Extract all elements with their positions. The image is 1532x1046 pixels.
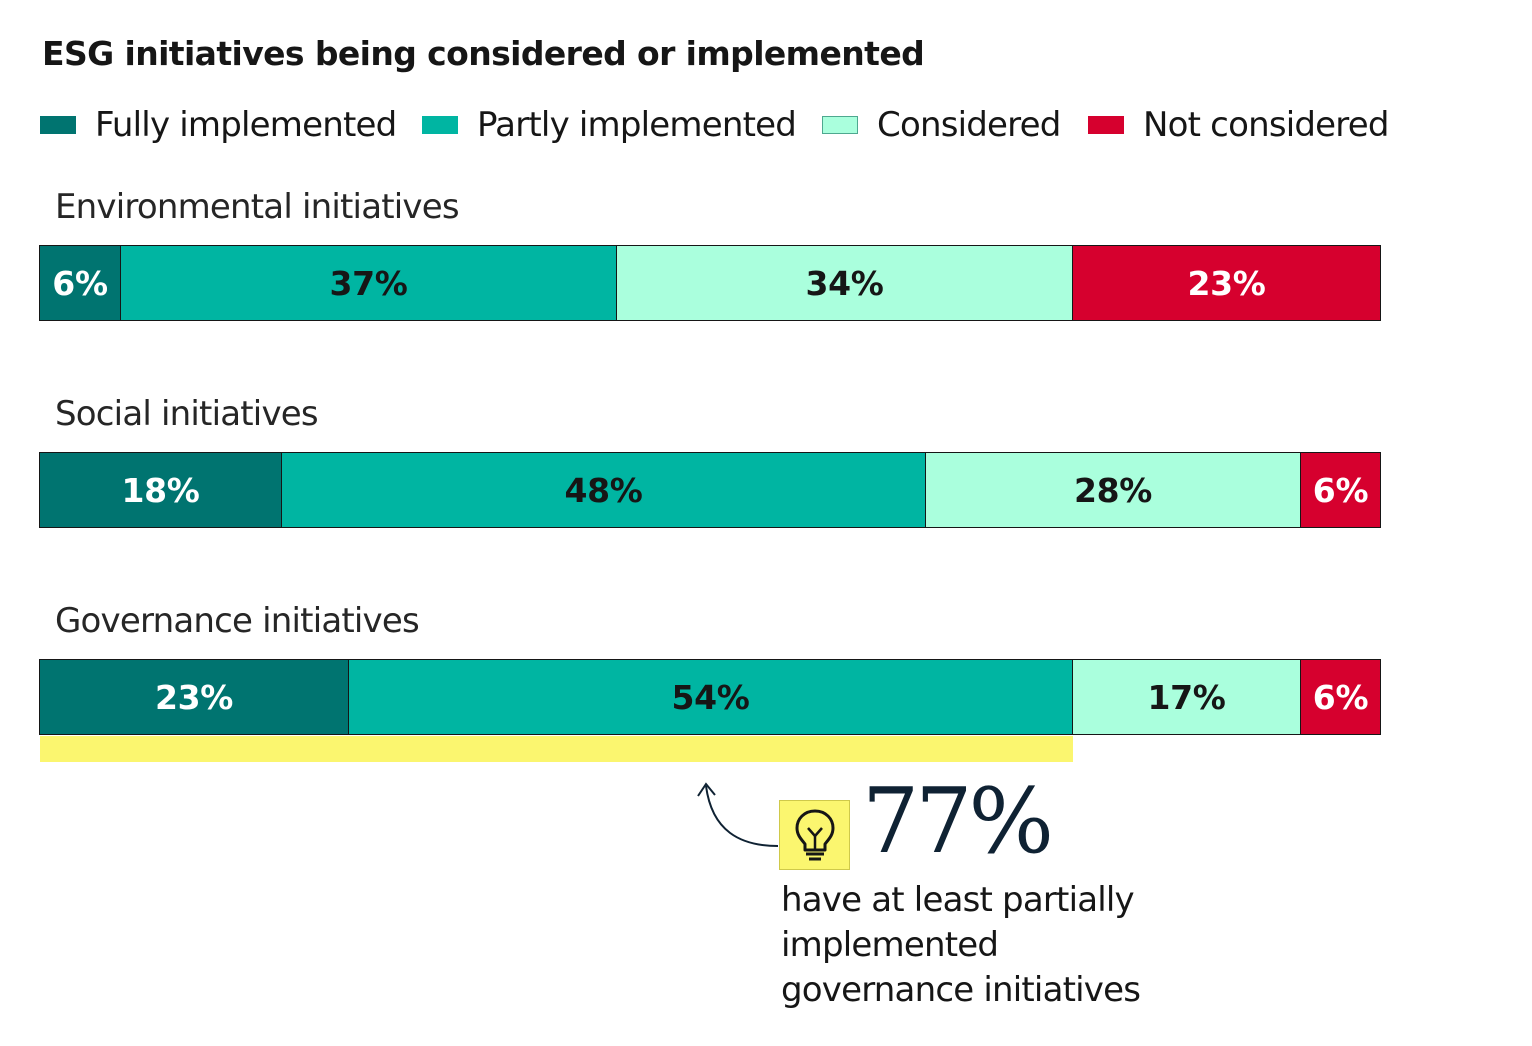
bar-segment-environmental-initiatives-fully-implemented: 6% xyxy=(39,246,120,320)
bar-segment-environmental-initiatives-considered: 34% xyxy=(616,246,1072,320)
legend-swatch-not-considered xyxy=(1088,116,1124,134)
legend-item-fully-implemented: Fully implemented xyxy=(40,102,397,148)
data-label-social-initiatives-partly-implemented: 48% xyxy=(564,470,643,510)
stat-caption-line-3: governance initiatives xyxy=(781,970,1141,1010)
stacked-bar-governance-initiatives: 23% 54% 17% 6% xyxy=(39,659,1381,735)
bar-segment-social-initiatives-fully-implemented: 18% xyxy=(39,453,281,527)
bar-segment-governance-initiatives-not-considered: 6% xyxy=(1300,660,1381,734)
chart-title: ESG initiatives being considered or impl… xyxy=(42,34,925,73)
data-label-social-initiatives-fully-implemented: 18% xyxy=(121,470,200,510)
bar-segment-environmental-initiatives-not-considered: 23% xyxy=(1072,246,1381,320)
data-label-environmental-initiatives-partly-implemented: 37% xyxy=(329,263,408,303)
highlight-stat-value: 77% xyxy=(862,769,1054,874)
bar-segment-governance-initiatives-considered: 17% xyxy=(1072,660,1300,734)
legend-item-considered: Considered xyxy=(822,102,1061,148)
governance-highlight-bar xyxy=(40,736,1073,762)
bar-segment-social-initiatives-not-considered: 6% xyxy=(1300,453,1381,527)
chart-legend: Fully implemented Partly implemented Consi… xyxy=(40,102,1500,148)
legend-item-partly-implemented: Partly implemented xyxy=(422,102,797,148)
curved-arrow-icon xyxy=(697,782,779,847)
category-label-environmental-initiatives: Environmental initiatives xyxy=(55,187,460,227)
data-label-environmental-initiatives-fully-implemented: 6% xyxy=(52,263,108,303)
stat-caption-line-2: implemented xyxy=(781,925,999,965)
data-label-governance-initiatives-not-considered: 6% xyxy=(1312,677,1369,717)
data-label-environmental-initiatives-not-considered: 23% xyxy=(1187,263,1266,303)
legend-label-fully-implemented: Fully implemented xyxy=(95,105,397,145)
legend-swatch-partly-implemented xyxy=(422,116,458,134)
data-label-governance-initiatives-partly-implemented: 54% xyxy=(671,677,750,717)
bar-segment-social-initiatives-partly-implemented: 48% xyxy=(281,453,925,527)
stacked-bar-social-initiatives: 18% 48% 28% 6% xyxy=(39,452,1381,528)
data-label-social-initiatives-not-considered: 6% xyxy=(1312,470,1369,510)
data-label-governance-initiatives-fully-implemented: 23% xyxy=(154,677,234,717)
bar-segment-social-initiatives-considered: 28% xyxy=(925,453,1300,527)
category-label-governance-initiatives: Governance initiatives xyxy=(55,601,420,641)
stacked-bar-environmental-initiatives: 6% 37% 34% 23% xyxy=(39,245,1381,321)
lightbulb-icon xyxy=(795,809,834,861)
bar-segment-environmental-initiatives-partly-implemented: 37% xyxy=(120,246,616,320)
category-label-social-initiatives: Social initiatives xyxy=(55,394,319,434)
bar-segment-governance-initiatives-fully-implemented: 23% xyxy=(39,660,348,734)
legend-label-not-considered: Not considered xyxy=(1143,105,1389,145)
legend-label-partly-implemented: Partly implemented xyxy=(477,105,797,145)
bar-segment-governance-initiatives-partly-implemented: 54% xyxy=(348,660,1072,734)
legend-swatch-fully-implemented xyxy=(40,116,76,134)
legend-item-not-considered: Not considered xyxy=(1088,102,1389,148)
stat-caption-line-1: have at least partially xyxy=(781,880,1135,920)
lightbulb-icon-box xyxy=(779,800,850,870)
legend-label-considered: Considered xyxy=(877,105,1061,145)
data-label-social-initiatives-considered: 28% xyxy=(1073,470,1153,510)
data-label-governance-initiatives-considered: 17% xyxy=(1147,677,1226,717)
legend-swatch-considered xyxy=(822,116,858,134)
data-label-environmental-initiatives-considered: 34% xyxy=(805,263,884,303)
